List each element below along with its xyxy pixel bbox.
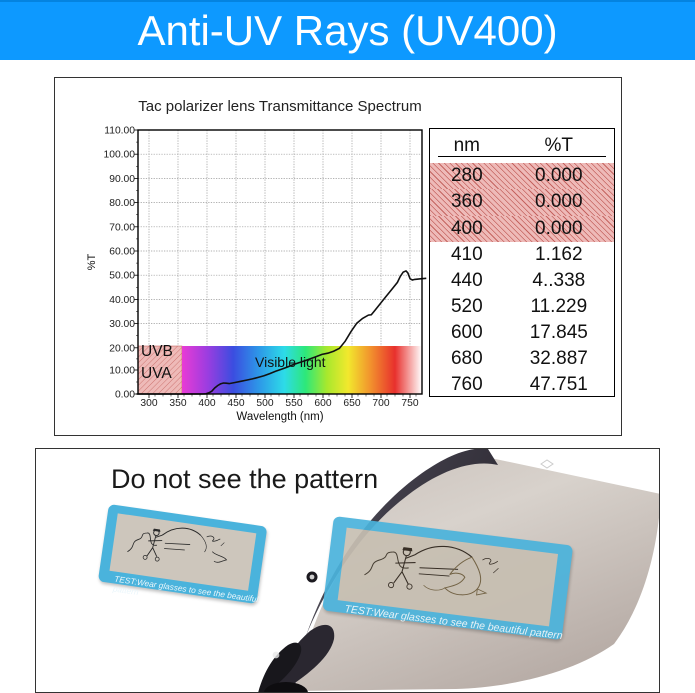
svg-text:UVB: UVB [141, 343, 173, 360]
svg-text:20.00: 20.00 [109, 343, 135, 354]
svg-text:450: 450 [227, 398, 244, 409]
svg-text:%T: %T [86, 253, 98, 270]
svg-text:30.00: 30.00 [109, 319, 135, 330]
svg-text:600: 600 [314, 398, 331, 409]
svg-text:100.00: 100.00 [104, 150, 136, 161]
svg-text:70.00: 70.00 [109, 222, 135, 233]
svg-text:0.00: 0.00 [115, 390, 135, 401]
svg-text:40.00: 40.00 [109, 295, 135, 306]
svg-text:Visible light: Visible light [255, 354, 326, 370]
svg-text:550: 550 [285, 398, 302, 409]
svg-text:700: 700 [372, 398, 389, 409]
svg-text:50.00: 50.00 [109, 271, 135, 282]
svg-text:110.00: 110.00 [104, 126, 135, 137]
svg-text:650: 650 [343, 398, 360, 409]
svg-text:UVA: UVA [141, 365, 172, 382]
svg-text:90.00: 90.00 [109, 174, 135, 185]
svg-text:350: 350 [169, 398, 186, 409]
svg-text:80.00: 80.00 [109, 198, 135, 209]
svg-text:500: 500 [256, 398, 273, 409]
svg-text:60.00: 60.00 [109, 247, 135, 258]
svg-text:750: 750 [401, 398, 418, 409]
svg-text:Wavelength (nm): Wavelength (nm) [236, 411, 323, 423]
svg-text:10.00: 10.00 [109, 366, 135, 377]
svg-text:400: 400 [198, 398, 215, 409]
svg-text:300: 300 [140, 398, 157, 409]
